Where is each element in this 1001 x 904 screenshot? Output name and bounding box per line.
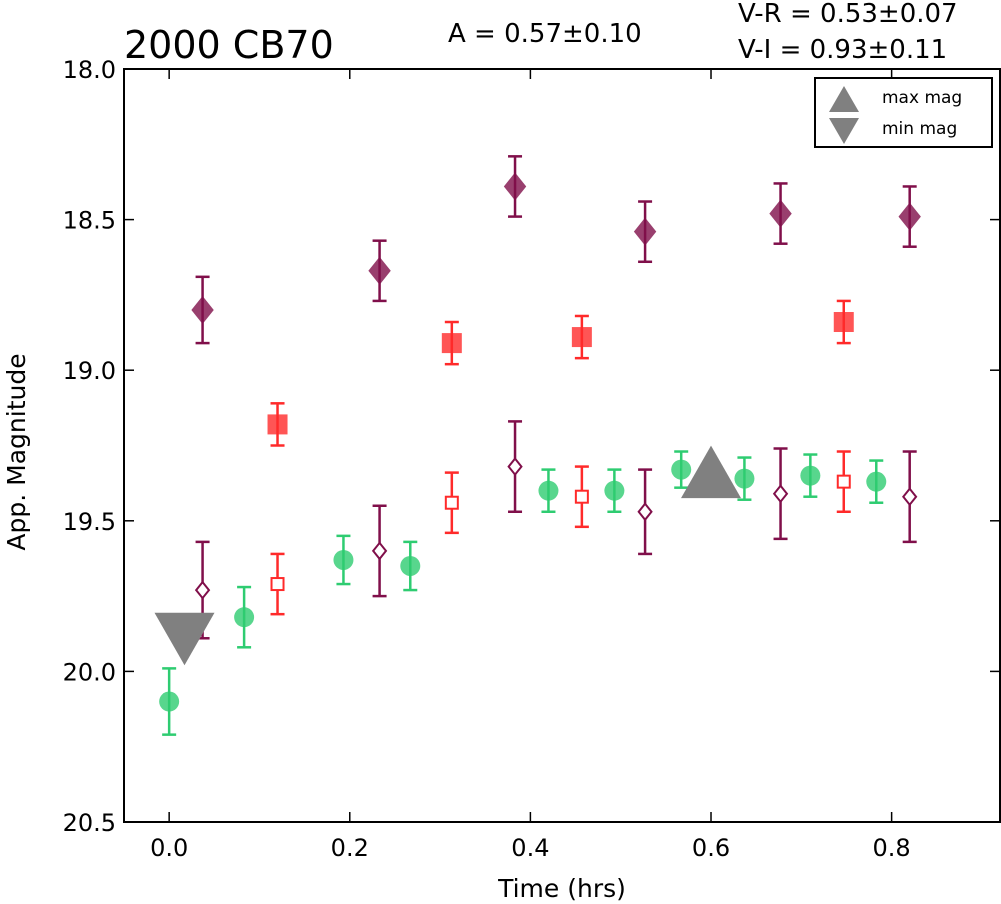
diamond-marker [507,456,523,477]
diamond-marker [503,172,527,201]
x-tick-label: 0.2 [331,834,369,862]
y-tick-label: 18.5 [63,207,116,235]
square-marker [833,312,854,333]
square-marker [571,327,592,348]
circle-marker [333,549,354,570]
legend-min-mag-marker [829,118,859,144]
square-marker [270,577,285,592]
y-tick-label: 20.5 [63,809,116,837]
y-axis-label: App. Magnitude [2,353,31,550]
diamond-marker [371,541,388,561]
square-marker [267,414,288,435]
v-r-color-annotation: V-R = 0.53±0.07 [738,0,958,29]
circle-marker [800,465,821,486]
v-i-color-annotation: V-I = 0.93±0.11 [738,35,947,65]
y-axis: 18.0 18.5 19.0 19.5 20.0 20.5 [63,56,1000,837]
legend: max mag min mag [814,77,993,148]
y-tick-label: 19.5 [63,508,116,536]
square-marker [444,495,459,510]
square-marker [574,489,589,504]
plot-frame [123,68,1001,823]
diamond-marker [772,484,789,504]
min-mag-marker [154,612,215,666]
diamond-marker [368,256,391,285]
diamond-marker [633,217,657,246]
circle-marker [671,459,692,480]
x-tick-label: 0.6 [692,834,730,862]
circle-marker [604,480,625,501]
x-axis: 0.0 0.2 0.4 0.6 0.8 [150,69,911,862]
diamond-marker [637,502,653,522]
circle-marker [866,471,887,492]
chart-title: 2000 CB70 [124,23,334,67]
x-tick-label: 0.8 [873,834,911,862]
square-marker [441,333,462,354]
y-tick-label: 20.0 [63,658,116,686]
circle-marker [538,480,559,501]
x-tick-label: 0.4 [511,834,549,862]
amplitude-annotation: A = 0.57±0.10 [448,19,642,49]
diamond-marker [769,199,792,228]
circle-marker [734,468,755,489]
circle-marker [400,555,421,576]
diamond-marker [898,202,921,231]
x-tick-label: 0.0 [150,834,188,862]
legend-max-mag-marker [829,86,859,112]
legend-min-mag-label: min mag [882,119,957,139]
y-tick-label: 19.0 [63,357,116,385]
circle-marker [159,691,180,712]
diamond-marker [194,580,211,600]
y-tick-label: 18.0 [63,56,116,84]
plot-area [154,155,921,736]
square-marker [836,474,851,489]
circle-marker [234,607,255,628]
x-axis-label: Time (hrs) [497,874,626,903]
diamond-marker [191,295,214,324]
legend-max-mag-label: max mag [882,88,962,108]
diamond-marker [902,487,918,507]
max-mag-marker [681,445,742,499]
